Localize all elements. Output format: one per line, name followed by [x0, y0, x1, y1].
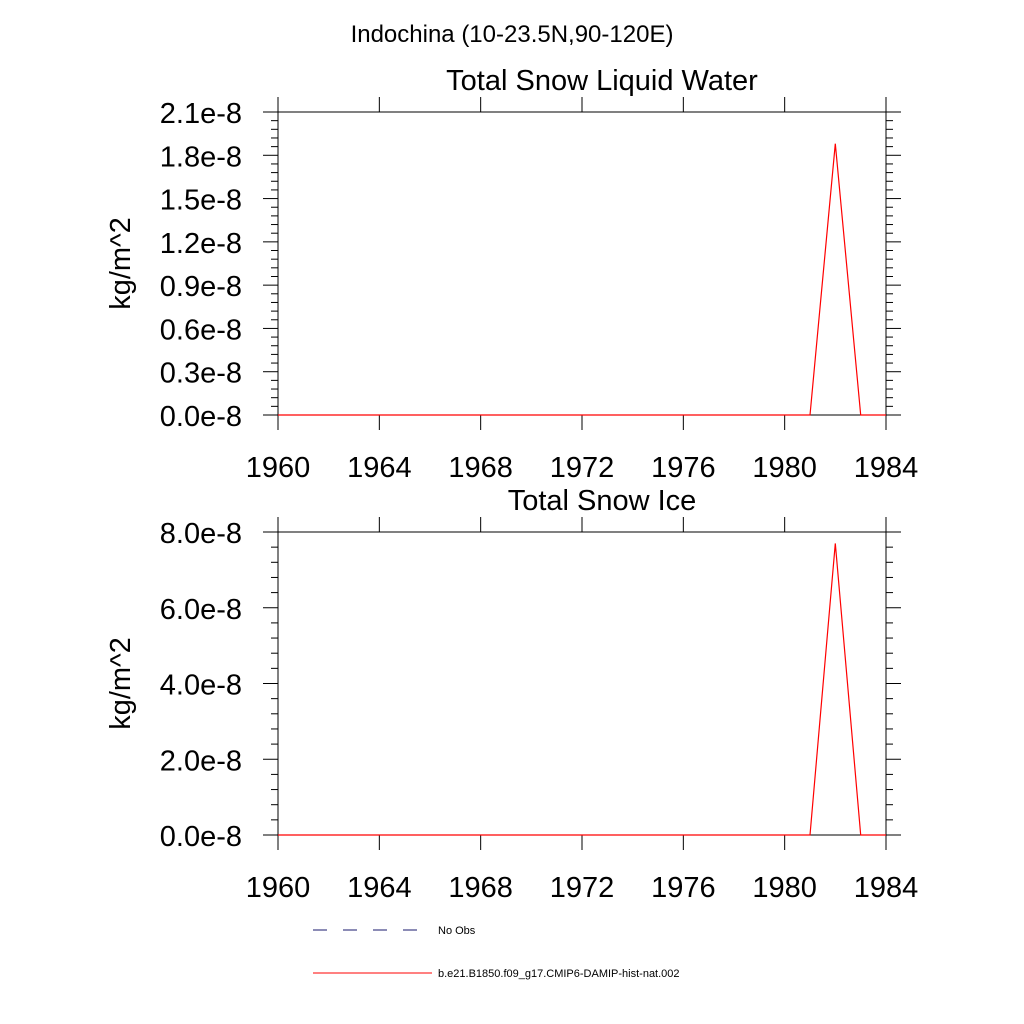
x-tick-label: 1976 — [651, 872, 716, 904]
x-tick-label: 1972 — [550, 452, 615, 484]
x-tick-label: 1964 — [347, 452, 412, 484]
x-tick-label: 1984 — [854, 872, 919, 904]
y-tick-label: 0.0e-8 — [160, 401, 242, 433]
series-line — [278, 143, 886, 416]
x-tick-label: 1964 — [347, 872, 412, 904]
plot-2: Total Snow Ice kg/m^2 1960 1964 1968 1972 1976… — [105, 485, 918, 904]
plot-1: Total Snow Liquid Water kg/m^2 1960 1964 196… — [105, 65, 918, 484]
y-tick-label: 1.2e-8 — [160, 228, 242, 260]
plot-frame — [277, 531, 887, 836]
y-tick-label: 2.0e-8 — [160, 745, 242, 777]
y-tick-label: 0.3e-8 — [160, 358, 242, 390]
y-tick-label: 0.6e-8 — [160, 314, 242, 346]
y-axis-label: kg/m^2 — [105, 217, 137, 310]
x-tick-label: 1984 — [854, 452, 919, 484]
y-tick-label: 8.0e-8 — [160, 518, 242, 550]
x-tick-label: 1960 — [246, 452, 311, 484]
x-tick-label: 1968 — [448, 452, 513, 484]
x-tick-label: 1972 — [550, 872, 615, 904]
x-tick-label: 1968 — [448, 872, 513, 904]
y-tick-label: 1.8e-8 — [160, 141, 242, 173]
legend: No Obs b.e21.B1850.f09_g17.CMIP6-DAMIP-hi… — [313, 925, 680, 980]
y-tick-label: 2.1e-8 — [160, 98, 242, 130]
plots: Total Snow Liquid Water kg/m^2 1960 1964 196… — [105, 65, 918, 904]
y-tick-label: 4.0e-8 — [160, 670, 242, 702]
y-tick-label: 0.0e-8 — [160, 821, 242, 853]
x-tick-label: 1976 — [651, 452, 716, 484]
legend-label: b.e21.B1850.f09_g17.CMIP6-DAMIP-hist-nat… — [438, 968, 680, 980]
legend-label: No Obs — [438, 925, 476, 937]
plot-frame — [277, 111, 887, 416]
figure-suptitle: Indochina (10-23.5N,90-120E) — [351, 21, 674, 48]
x-tick-label: 1960 — [246, 872, 311, 904]
y-tick-label: 6.0e-8 — [160, 594, 242, 626]
x-tick-label: 1980 — [752, 452, 817, 484]
y-tick-label: 1.5e-8 — [160, 185, 242, 217]
plot-title: Total Snow Liquid Water — [446, 65, 758, 97]
series-line — [278, 543, 886, 836]
plot-title: Total Snow Ice — [508, 485, 697, 517]
y-tick-label: 0.9e-8 — [160, 271, 242, 303]
y-axis-label: kg/m^2 — [105, 637, 137, 730]
x-tick-label: 1980 — [752, 872, 817, 904]
